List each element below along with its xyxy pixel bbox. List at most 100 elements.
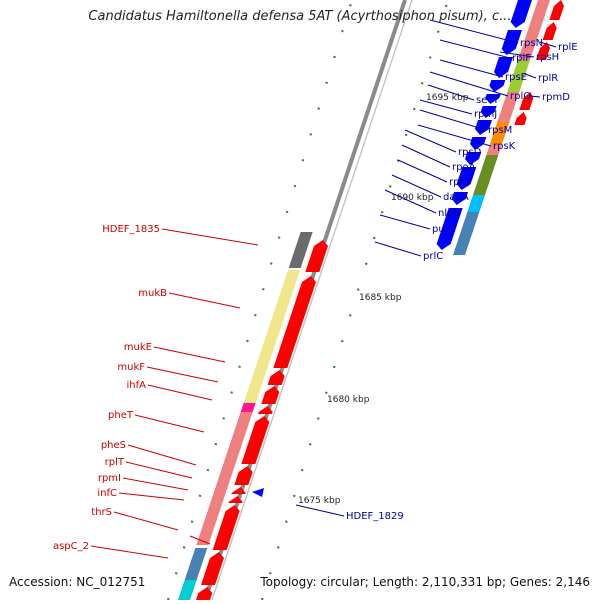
- scale-label: 1685 kbp: [359, 293, 402, 303]
- feature-layer: [178, 0, 564, 600]
- gene-muke: [267, 370, 285, 385]
- topology-text: Topology: circular; Length: 2,110,331 bp…: [260, 575, 590, 589]
- gene-mukf: [261, 386, 280, 404]
- gene-blue-3: [494, 57, 513, 78]
- accession-text: Accession: NC_012751: [9, 575, 146, 589]
- gene-blue-11: [451, 192, 468, 205]
- scale-label: 1680 kbp: [327, 395, 370, 405]
- right-feature-label: rpoA: [452, 162, 476, 173]
- right-label-line: [404, 129, 457, 153]
- right-label-line: [429, 19, 519, 44]
- left-feature-label: ihfA: [127, 380, 147, 391]
- cog-muk: [243, 270, 300, 403]
- right-label-line: [374, 241, 422, 257]
- scale-label: 1675 kbp: [298, 496, 341, 506]
- gene-blue-7: [475, 120, 492, 135]
- right-label-line: [419, 99, 473, 115]
- right-feature-label: rplO: [510, 91, 531, 102]
- right-label-line: [529, 95, 541, 98]
- gene-rpmi: [228, 496, 243, 503]
- cog-r-nlpb: [473, 175, 492, 195]
- left-label-line: [161, 228, 259, 246]
- cog-r-dapa: [479, 155, 499, 175]
- cog-r-rplq: [486, 145, 502, 155]
- right-label-line: [524, 73, 537, 79]
- right-label-line: [401, 144, 451, 168]
- gene-thrs: [212, 505, 240, 550]
- left-label-line: [146, 366, 219, 383]
- gene-red-r1: [549, 0, 564, 20]
- left-feature-label: rplT: [105, 457, 125, 468]
- right-feature-label: prlC: [423, 251, 443, 262]
- left-feature-label: mukB: [138, 288, 167, 299]
- left-feature-label: infC: [97, 488, 117, 499]
- left-feature-label: rpmI: [98, 473, 121, 484]
- right-label-line: [295, 504, 345, 517]
- right-feature-label: rpmJ: [474, 109, 497, 120]
- gene-blue-4: [489, 80, 506, 92]
- right-feature-label: nlpB: [438, 208, 460, 219]
- gene-phes: [234, 466, 253, 485]
- cog-r-purc: [467, 195, 485, 212]
- right-feature-label: rplR: [538, 73, 558, 84]
- cog-r-secy: [507, 60, 530, 92]
- label-text-layer: 1695 kbp 1690 kbp 1685 kbp 1680 kbp 1675 kbp…: [53, 38, 578, 552]
- gene-hdef-1829: [252, 488, 264, 497]
- right-feature-label: rpmD: [542, 92, 570, 103]
- backbone-inner: [211, 0, 413, 601]
- gene-red-r4: [519, 92, 534, 110]
- gene-phet: [241, 416, 270, 464]
- left-label-line: [113, 511, 179, 531]
- left-label-line: [90, 545, 169, 559]
- gene-mukb: [273, 276, 316, 368]
- left-feature-label: HDEF_1835: [102, 224, 160, 235]
- gene-red-r2: [542, 22, 557, 40]
- gene-red-r3: [536, 42, 550, 60]
- left-label-line: [125, 461, 193, 479]
- right-label-line: [429, 71, 509, 97]
- left-label-line: [127, 444, 197, 466]
- gene-hdef-1835: [305, 240, 328, 272]
- cog-bottom: [178, 580, 197, 600]
- right-feature-label: rpsN: [520, 38, 543, 49]
- cog-aspc: [184, 548, 208, 580]
- cog-phe: [196, 412, 253, 545]
- right-feature-label: rpsM: [488, 125, 512, 136]
- right-feature-label: rpsE: [505, 72, 527, 83]
- gene-blue-9: [465, 152, 482, 165]
- gene-blue-8: [470, 137, 487, 150]
- right-feature-label: rpsH: [536, 52, 559, 63]
- gene-blue-5: [485, 94, 501, 104]
- left-feature-label: pheS: [101, 440, 126, 451]
- cog-ihfa: [240, 403, 256, 412]
- left-label-line: [122, 477, 189, 491]
- right-label-line: [397, 159, 448, 183]
- right-feature-label: rpsD: [458, 147, 482, 158]
- right-feature-label: rplQ: [449, 177, 470, 188]
- right-label-line: [499, 51, 535, 58]
- gene-blue-2: [501, 30, 522, 55]
- right-feature-label: purC: [432, 224, 456, 235]
- cog-r-prlc: [453, 212, 480, 255]
- right-feature-label: rpsK: [493, 141, 516, 152]
- right-feature-label: rplF: [512, 53, 531, 64]
- right-label-line: [419, 109, 487, 131]
- gene-aspc-2: [201, 552, 224, 585]
- tick-track-left: [166, 0, 354, 601]
- left-label-line: [168, 292, 241, 309]
- left-label-line: [147, 384, 213, 401]
- gene-blue-1: [510, 0, 532, 28]
- gene-bottom: [196, 587, 213, 600]
- scale-label: 1690 kbp: [391, 193, 434, 203]
- left-feature-label: pheT: [108, 410, 134, 421]
- right-label-line: [439, 59, 504, 78]
- left-label-line: [189, 535, 211, 545]
- map-title: Candidatus Hamiltonella defensa 5AT (Acy…: [88, 9, 512, 24]
- gene-blue-12: [436, 208, 463, 250]
- right-label-line: [391, 174, 442, 198]
- cog-r-rpoa: [489, 122, 510, 145]
- gene-rplt: [231, 487, 246, 494]
- cog-hdef-1835: [288, 232, 313, 268]
